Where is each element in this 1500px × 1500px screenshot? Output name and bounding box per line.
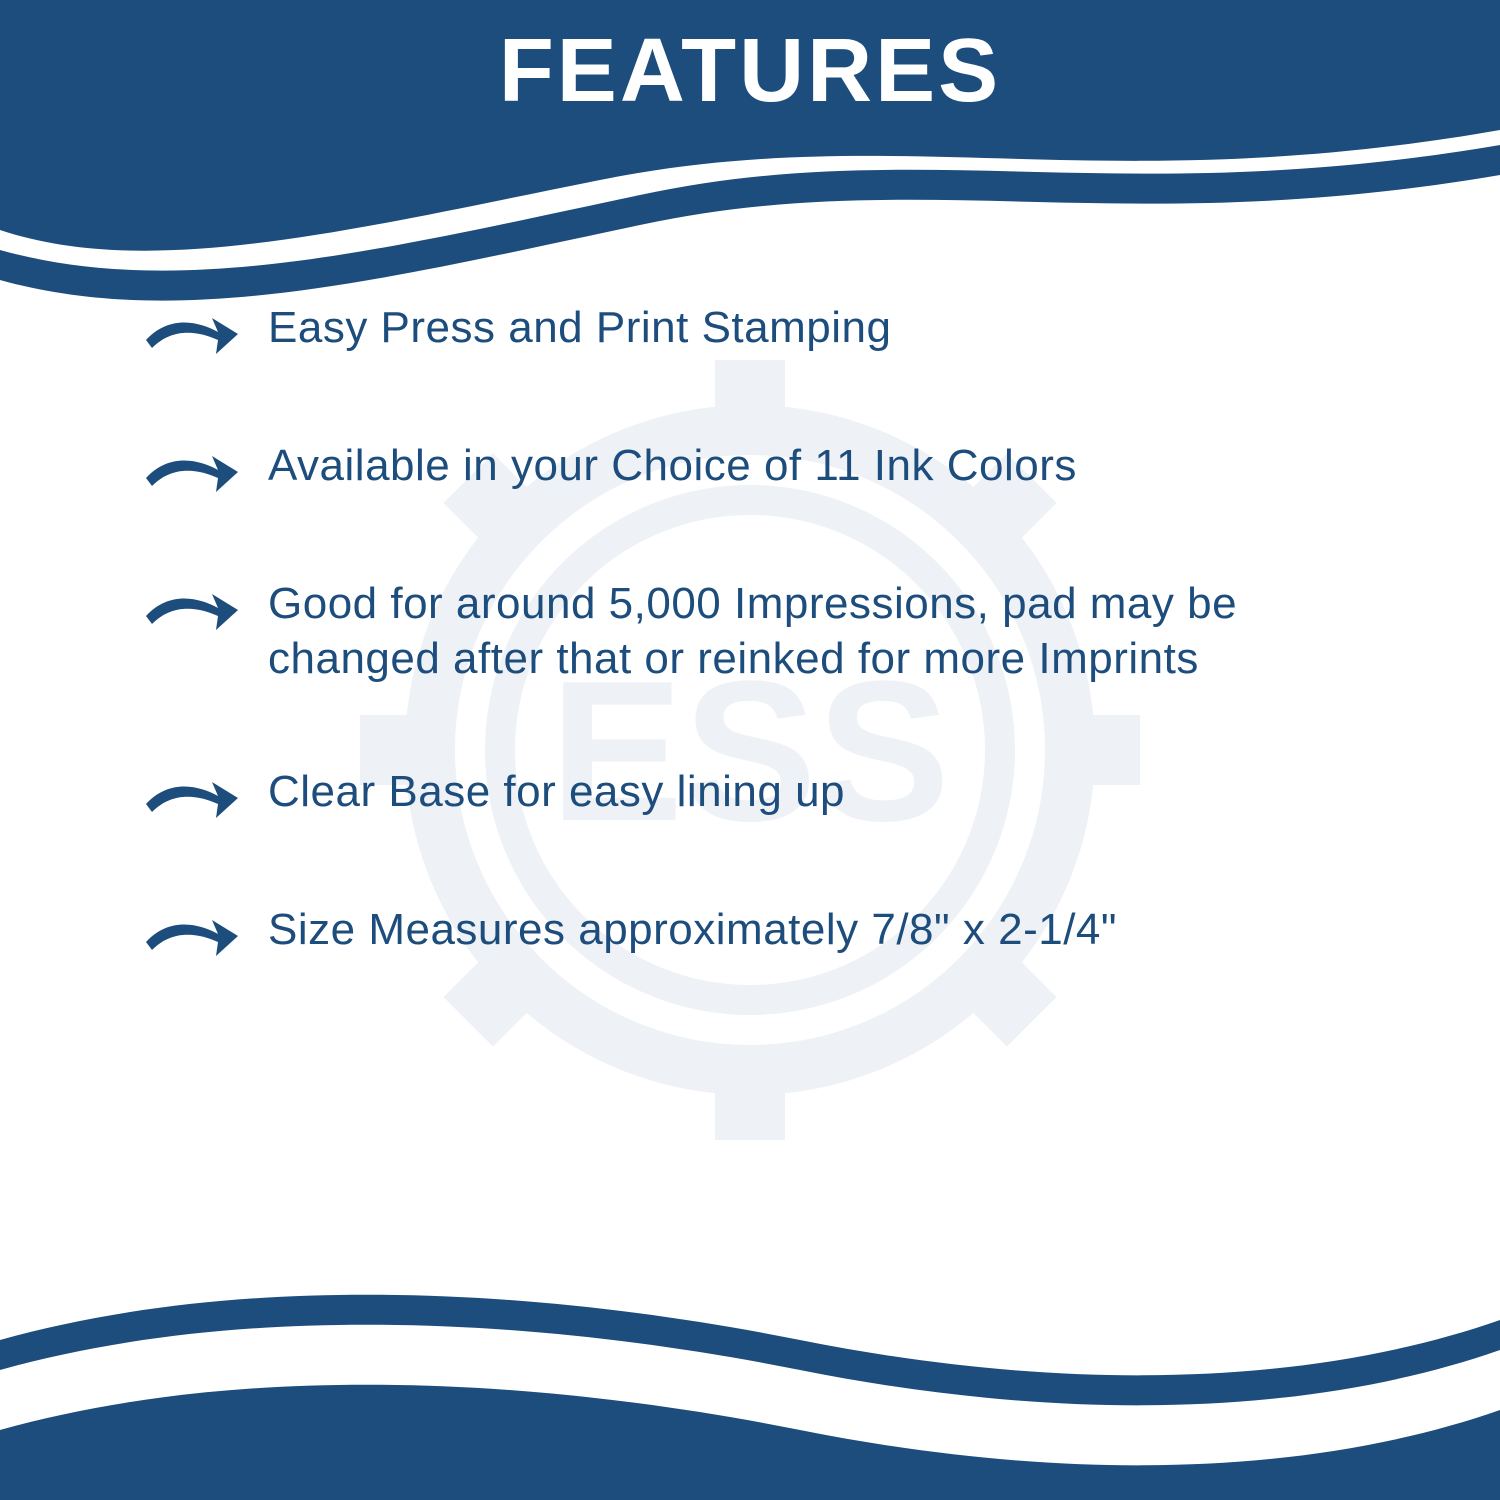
features-list: Easy Press and Print Stamping Available … xyxy=(140,300,1400,1040)
feature-item: Available in your Choice of 11 Ink Color… xyxy=(140,438,1400,498)
feature-item: Good for around 5,000 Impressions, pad m… xyxy=(140,576,1400,686)
feature-item: Size Measures approximately 7/8" x 2-1/4… xyxy=(140,902,1400,962)
arrow-right-icon xyxy=(140,580,240,636)
feature-text: Clear Base for easy lining up xyxy=(268,764,845,819)
feature-text: Easy Press and Print Stamping xyxy=(268,300,891,355)
feature-item: Clear Base for easy lining up xyxy=(140,764,1400,824)
arrow-right-icon xyxy=(140,442,240,498)
arrow-right-icon xyxy=(140,768,240,824)
arrow-right-icon xyxy=(140,906,240,962)
footer-band xyxy=(0,1300,1500,1500)
feature-text: Available in your Choice of 11 Ink Color… xyxy=(268,438,1077,493)
arrow-right-icon xyxy=(140,304,240,360)
infographic-container: ESS FEATURES Easy Press and Print Stampi… xyxy=(0,0,1500,1500)
footer-wave xyxy=(0,1260,1500,1500)
feature-text: Size Measures approximately 7/8" x 2-1/4… xyxy=(268,902,1117,957)
feature-item: Easy Press and Print Stamping xyxy=(140,300,1400,360)
feature-text: Good for around 5,000 Impressions, pad m… xyxy=(268,576,1400,686)
page-title: FEATURES xyxy=(0,20,1500,123)
header-band: FEATURES xyxy=(0,0,1500,240)
